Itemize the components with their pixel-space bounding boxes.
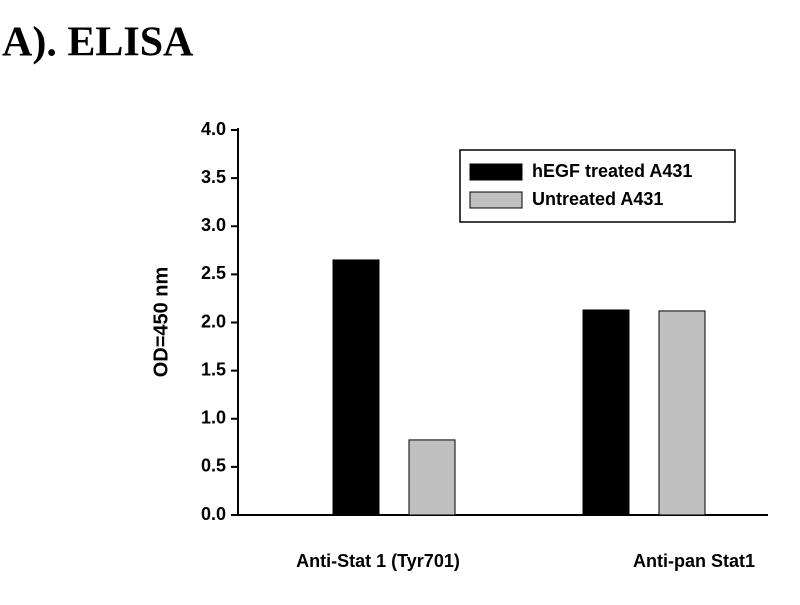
y-axis-label: OD=450 nm <box>150 267 172 378</box>
legend-swatch <box>469 163 523 181</box>
y-tick-label: 0.5 <box>201 456 226 476</box>
legend-swatch <box>469 191 523 209</box>
y-tick-label: 2.5 <box>201 263 226 283</box>
y-tick-label: 3.0 <box>201 215 226 235</box>
bar <box>408 439 456 516</box>
x-tick-label: Anti-Stat 1 (Tyr701) <box>296 551 460 571</box>
y-tick-label: 1.0 <box>201 408 226 428</box>
bar <box>658 310 706 516</box>
bar <box>332 259 380 516</box>
y-tick-label: 2.0 <box>201 311 226 331</box>
legend-box <box>459 149 736 223</box>
y-tick-label: 1.5 <box>201 359 226 379</box>
y-tick-label: 4.0 <box>201 119 226 139</box>
legend-label: hEGF treated A431 <box>532 161 692 181</box>
x-tick-label: Anti-pan Stat1 <box>633 551 755 571</box>
y-tick-label: 3.5 <box>201 167 226 187</box>
y-tick-label: 0.0 <box>201 504 226 524</box>
chart-title: A). ELISA <box>2 20 194 66</box>
bar <box>582 309 630 516</box>
legend-label: Untreated A431 <box>532 189 663 209</box>
